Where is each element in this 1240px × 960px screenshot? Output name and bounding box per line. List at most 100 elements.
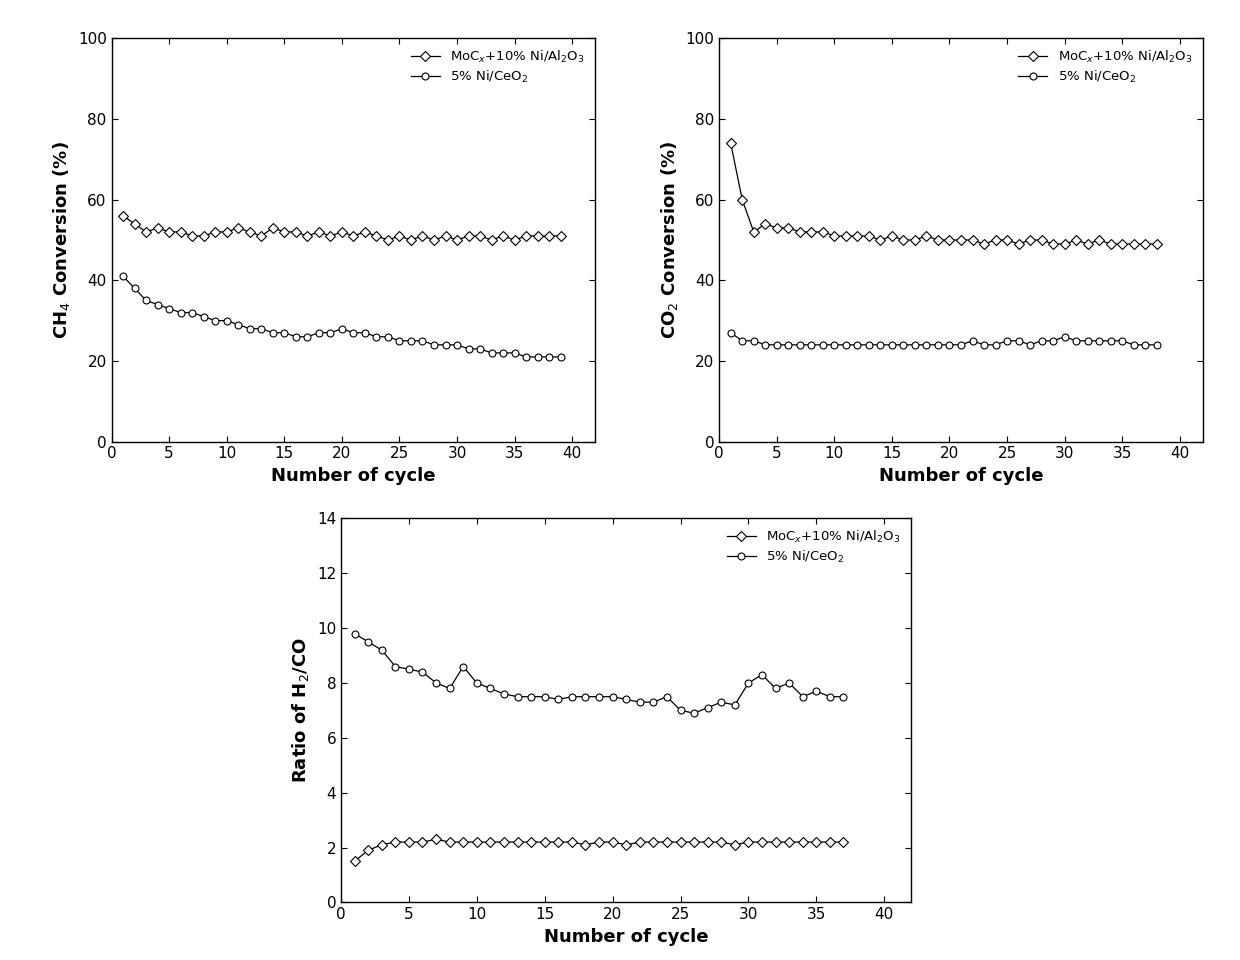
5% Ni/CeO$_2$ bbox=[862, 339, 877, 350]
Line: 5% Ni/CeO$_2$: 5% Ni/CeO$_2$ bbox=[351, 630, 847, 716]
5% Ni/CeO$_2$ bbox=[402, 663, 417, 675]
Legend: MoC$_x$+10% Ni/Al$_2$O$_3$, 5% Ni/CeO$_2$: MoC$_x$+10% Ni/Al$_2$O$_3$, 5% Ni/CeO$_2… bbox=[723, 525, 905, 569]
5% Ni/CeO$_2$ bbox=[827, 339, 842, 350]
MoC$_x$+10% Ni/Al$_2$O$_3$ bbox=[619, 839, 634, 851]
MoC$_x$+10% Ni/Al$_2$O$_3$ bbox=[919, 230, 934, 242]
MoC$_x$+10% Ni/Al$_2$O$_3$ bbox=[523, 836, 538, 848]
5% Ni/CeO$_2$ bbox=[908, 339, 923, 350]
5% Ni/CeO$_2$ bbox=[553, 351, 568, 363]
5% Ni/CeO$_2$ bbox=[687, 708, 702, 719]
5% Ni/CeO$_2$ bbox=[174, 307, 188, 319]
MoC$_x$+10% Ni/Al$_2$O$_3$ bbox=[196, 230, 211, 242]
5% Ni/CeO$_2$ bbox=[1091, 335, 1106, 347]
MoC$_x$+10% Ni/Al$_2$O$_3$ bbox=[884, 230, 899, 242]
MoC$_x$+10% Ni/Al$_2$O$_3$ bbox=[660, 836, 675, 848]
MoC$_x$+10% Ni/Al$_2$O$_3$ bbox=[816, 227, 831, 238]
MoC$_x$+10% Ni/Al$_2$O$_3$ bbox=[374, 839, 389, 851]
MoC$_x$+10% Ni/Al$_2$O$_3$ bbox=[402, 836, 417, 848]
5% Ni/CeO$_2$ bbox=[335, 323, 350, 334]
5% Ni/CeO$_2$ bbox=[701, 702, 715, 713]
5% Ni/CeO$_2$ bbox=[1126, 339, 1141, 350]
MoC$_x$+10% Ni/Al$_2$O$_3$ bbox=[578, 839, 593, 851]
5% Ni/CeO$_2$ bbox=[884, 339, 899, 350]
5% Ni/CeO$_2$ bbox=[265, 327, 280, 339]
5% Ni/CeO$_2$ bbox=[415, 335, 430, 347]
MoC$_x$+10% Ni/Al$_2$O$_3$ bbox=[954, 234, 968, 246]
5% Ni/CeO$_2$ bbox=[289, 331, 304, 343]
5% Ni/CeO$_2$ bbox=[128, 282, 143, 294]
5% Ni/CeO$_2$ bbox=[605, 691, 620, 703]
5% Ni/CeO$_2$ bbox=[357, 327, 372, 339]
MoC$_x$+10% Ni/Al$_2$O$_3$ bbox=[591, 836, 606, 848]
MoC$_x$+10% Ni/Al$_2$O$_3$ bbox=[908, 234, 923, 246]
MoC$_x$+10% Ni/Al$_2$O$_3$ bbox=[758, 218, 773, 229]
5% Ni/CeO$_2$ bbox=[443, 683, 458, 694]
5% Ni/CeO$_2$ bbox=[755, 669, 770, 681]
MoC$_x$+10% Ni/Al$_2$O$_3$ bbox=[335, 227, 350, 238]
5% Ni/CeO$_2$ bbox=[632, 696, 647, 708]
MoC$_x$+10% Ni/Al$_2$O$_3$ bbox=[346, 230, 361, 242]
MoC$_x$+10% Ni/Al$_2$O$_3$ bbox=[746, 227, 761, 238]
MoC$_x$+10% Ni/Al$_2$O$_3$ bbox=[553, 230, 568, 242]
MoC$_x$+10% Ni/Al$_2$O$_3$ bbox=[392, 230, 407, 242]
MoC$_x$+10% Ni/Al$_2$O$_3$ bbox=[381, 234, 396, 246]
Legend: MoC$_x$+10% Ni/Al$_2$O$_3$, 5% Ni/CeO$_2$: MoC$_x$+10% Ni/Al$_2$O$_3$, 5% Ni/CeO$_2… bbox=[407, 45, 589, 89]
Line: MoC$_x$+10% Ni/Al$_2$O$_3$: MoC$_x$+10% Ni/Al$_2$O$_3$ bbox=[351, 836, 847, 865]
MoC$_x$+10% Ni/Al$_2$O$_3$ bbox=[1080, 238, 1095, 250]
5% Ni/CeO$_2$ bbox=[660, 691, 675, 703]
5% Ni/CeO$_2$ bbox=[450, 339, 465, 350]
5% Ni/CeO$_2$ bbox=[472, 343, 487, 354]
MoC$_x$+10% Ni/Al$_2$O$_3$ bbox=[723, 137, 738, 149]
5% Ni/CeO$_2$ bbox=[551, 694, 565, 706]
5% Ni/CeO$_2$ bbox=[1058, 331, 1073, 343]
MoC$_x$+10% Ni/Al$_2$O$_3$ bbox=[1023, 234, 1038, 246]
5% Ni/CeO$_2$ bbox=[673, 705, 688, 716]
5% Ni/CeO$_2$ bbox=[537, 691, 552, 703]
5% Ni/CeO$_2$ bbox=[242, 323, 257, 334]
MoC$_x$+10% Ni/Al$_2$O$_3$ bbox=[768, 836, 782, 848]
5% Ni/CeO$_2$ bbox=[646, 696, 661, 708]
5% Ni/CeO$_2$ bbox=[781, 339, 796, 350]
MoC$_x$+10% Ni/Al$_2$O$_3$ bbox=[496, 230, 511, 242]
MoC$_x$+10% Ni/Al$_2$O$_3$ bbox=[769, 222, 784, 233]
5% Ni/CeO$_2$ bbox=[1080, 335, 1095, 347]
5% Ni/CeO$_2$ bbox=[496, 688, 511, 700]
MoC$_x$+10% Ni/Al$_2$O$_3$ bbox=[482, 836, 497, 848]
5% Ni/CeO$_2$ bbox=[523, 691, 538, 703]
5% Ni/CeO$_2$ bbox=[1115, 335, 1130, 347]
MoC$_x$+10% Ni/Al$_2$O$_3$ bbox=[1149, 238, 1164, 250]
5% Ni/CeO$_2$ bbox=[510, 691, 525, 703]
MoC$_x$+10% Ni/Al$_2$O$_3$ bbox=[1091, 234, 1106, 246]
5% Ni/CeO$_2$ bbox=[742, 677, 756, 688]
MoC$_x$+10% Ni/Al$_2$O$_3$ bbox=[415, 836, 430, 848]
MoC$_x$+10% Ni/Al$_2$O$_3$ bbox=[456, 836, 471, 848]
5% Ni/CeO$_2$ bbox=[804, 339, 818, 350]
MoC$_x$+10% Ni/Al$_2$O$_3$ bbox=[472, 230, 487, 242]
5% Ni/CeO$_2$ bbox=[381, 331, 396, 343]
5% Ni/CeO$_2$ bbox=[115, 271, 130, 282]
5% Ni/CeO$_2$ bbox=[769, 339, 784, 350]
MoC$_x$+10% Ni/Al$_2$O$_3$ bbox=[838, 230, 853, 242]
MoC$_x$+10% Ni/Al$_2$O$_3$ bbox=[687, 836, 702, 848]
Line: 5% Ni/CeO$_2$: 5% Ni/CeO$_2$ bbox=[119, 273, 564, 360]
MoC$_x$+10% Ni/Al$_2$O$_3$ bbox=[242, 227, 257, 238]
MoC$_x$+10% Ni/Al$_2$O$_3$ bbox=[930, 234, 945, 246]
5% Ni/CeO$_2$ bbox=[231, 319, 246, 330]
MoC$_x$+10% Ni/Al$_2$O$_3$ bbox=[1058, 238, 1073, 250]
MoC$_x$+10% Ni/Al$_2$O$_3$ bbox=[531, 230, 546, 242]
5% Ni/CeO$_2$ bbox=[792, 339, 807, 350]
5% Ni/CeO$_2$ bbox=[346, 327, 361, 339]
Y-axis label: CH$_4$ Conversion (%): CH$_4$ Conversion (%) bbox=[51, 141, 72, 339]
5% Ni/CeO$_2$ bbox=[838, 339, 853, 350]
5% Ni/CeO$_2$ bbox=[735, 335, 750, 347]
5% Ni/CeO$_2$ bbox=[374, 644, 389, 656]
MoC$_x$+10% Ni/Al$_2$O$_3$ bbox=[289, 227, 304, 238]
MoC$_x$+10% Ni/Al$_2$O$_3$ bbox=[1069, 234, 1084, 246]
5% Ni/CeO$_2$ bbox=[999, 335, 1014, 347]
MoC$_x$+10% Ni/Al$_2$O$_3$ bbox=[714, 836, 729, 848]
5% Ni/CeO$_2$ bbox=[427, 339, 441, 350]
MoC$_x$+10% Ni/Al$_2$O$_3$ bbox=[808, 836, 823, 848]
5% Ni/CeO$_2$ bbox=[322, 327, 337, 339]
5% Ni/CeO$_2$ bbox=[849, 339, 864, 350]
5% Ni/CeO$_2$ bbox=[150, 299, 165, 310]
